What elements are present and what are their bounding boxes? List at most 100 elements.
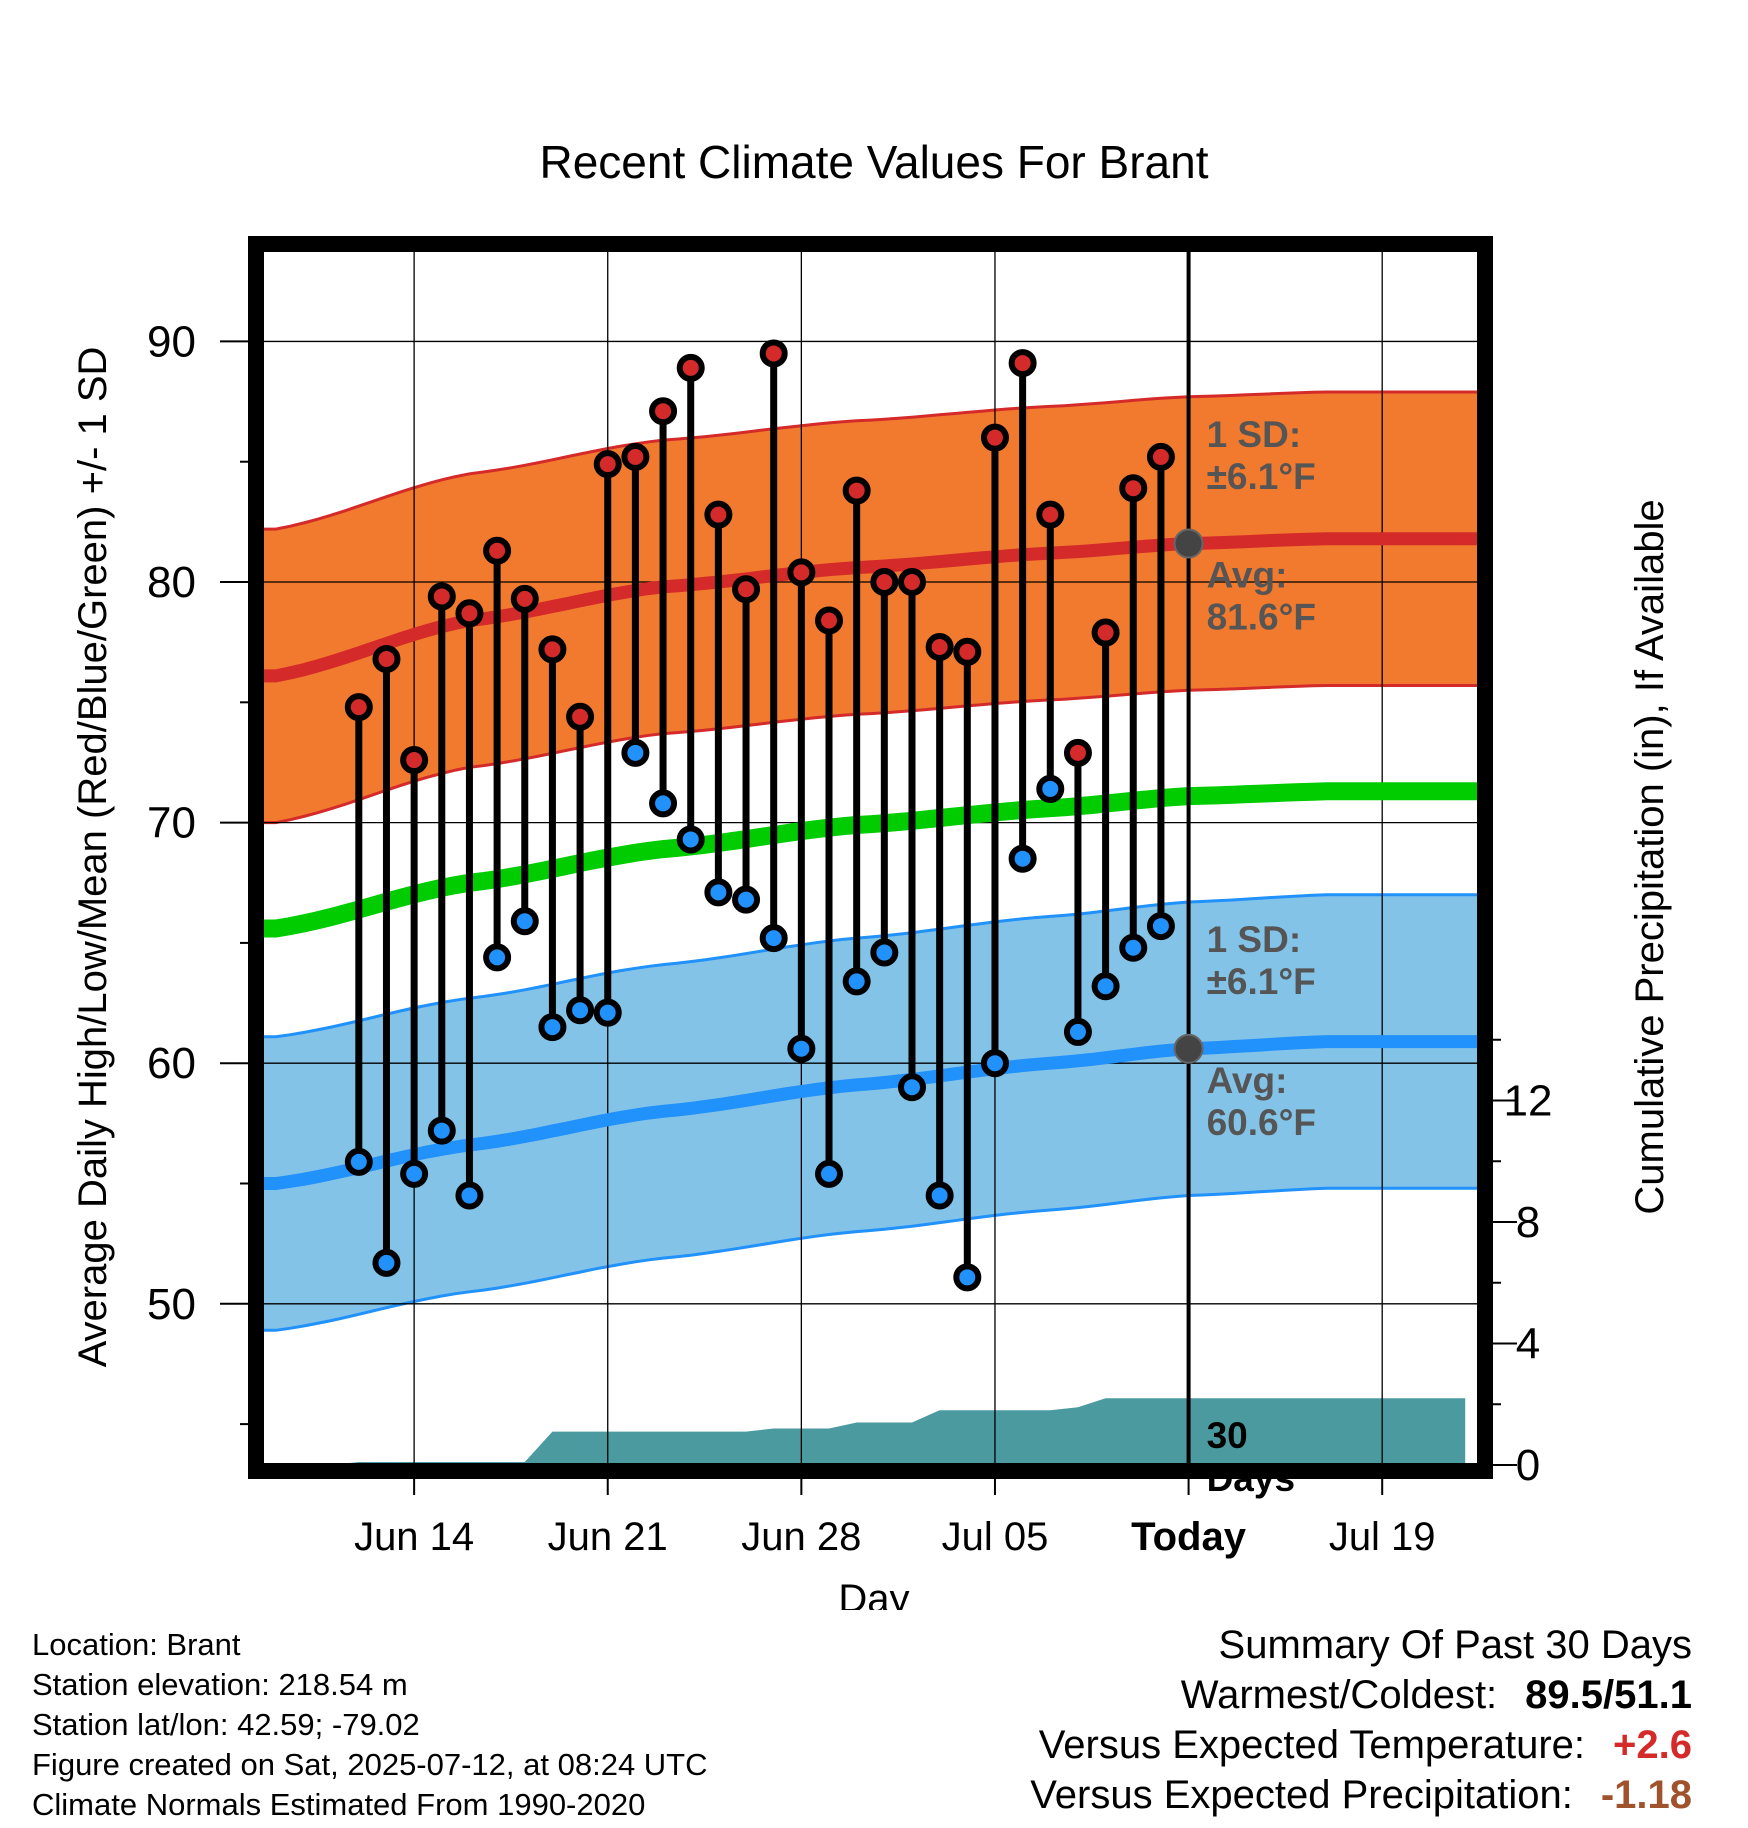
high-point-7 (510, 584, 539, 613)
x-tick-label-1: Jun 21 (548, 1515, 668, 1559)
high-avg-marker (1173, 528, 1204, 559)
low-avg-value: 60.6°F (1207, 1102, 1316, 1143)
low-point-4 (427, 1116, 456, 1145)
high-point-19 (842, 476, 871, 505)
temp-anomaly-row: Versus Expected Temperature: +2.6 (1030, 1720, 1692, 1770)
low-sd-label: 1 SD: (1207, 919, 1302, 960)
high-point-17 (787, 558, 816, 587)
high-sd-label: 1 SD: (1207, 414, 1302, 455)
high-point-14 (704, 500, 733, 529)
warmest-coldest-label: Warmest/Coldest: (1180, 1673, 1498, 1717)
high-point-8 (538, 635, 567, 664)
y2-tick-label-0: 0 (1516, 1441, 1540, 1490)
low-point-21 (897, 1073, 926, 1102)
high-point-6 (483, 536, 512, 565)
high-point-11 (621, 442, 650, 471)
low-point-15 (732, 885, 761, 914)
high-point-13 (676, 353, 705, 382)
high-point-21 (897, 568, 926, 597)
high-point-16 (759, 339, 788, 368)
low-point-24 (980, 1049, 1009, 1078)
y2-tick-label-8: 8 (1516, 1198, 1540, 1247)
low-point-1 (344, 1147, 373, 1176)
low-point-28 (1091, 972, 1120, 1001)
low-point-29 (1119, 933, 1148, 962)
latlon-text: Station lat/lon: 42.59; -79.02 (32, 1707, 420, 1742)
climate-chart: Recent Climate Values For Brant 1 SD:±6.… (71, 136, 1672, 1610)
high-point-5 (455, 599, 484, 628)
high-sd-upper-edge (262, 390, 1479, 531)
low-point-8 (538, 1013, 567, 1042)
y-axis-label: Average Daily High/Low/Mean (Red/Blue/Gr… (71, 347, 115, 1368)
y-tick-label-60: 60 (147, 1039, 196, 1088)
high-point-23 (953, 637, 982, 666)
x-tick-label-3: Jul 05 (942, 1515, 1049, 1559)
elevation-text: Station elevation: 218.54 m (32, 1667, 408, 1702)
low-sd-value: ±6.1°F (1207, 961, 1316, 1002)
low-sd-lower-edge (262, 1186, 1479, 1332)
high-point-26 (1036, 500, 1065, 529)
y2-tick-label-12: 12 (1504, 1077, 1553, 1126)
precip-anomaly-row: Versus Expected Precipitation: -1.18 (1030, 1770, 1692, 1820)
summary-title: Summary Of Past 30 Days (1218, 1623, 1692, 1667)
precip-anomaly-value: -1.18 (1600, 1773, 1692, 1817)
x-axis-label: Day (838, 1577, 909, 1610)
high-sd-lower-edge (262, 684, 1479, 825)
low-normal-line (262, 1035, 1479, 1190)
precip-days-number: 30 (1207, 1415, 1248, 1456)
low-point-20 (870, 938, 899, 967)
temp-anomaly-label: Versus Expected Temperature: (1038, 1723, 1586, 1767)
low-avg-label: Avg: (1207, 1060, 1288, 1101)
low-point-6 (483, 943, 512, 972)
high-point-10 (593, 450, 622, 479)
high-point-2 (372, 645, 401, 674)
low-point-10 (593, 998, 622, 1027)
high-point-27 (1063, 738, 1092, 767)
plot-frame (248, 236, 1493, 1479)
high-point-30 (1146, 442, 1175, 471)
low-point-17 (787, 1034, 816, 1063)
high-avg-value: 81.6°F (1207, 597, 1316, 638)
mean-normal-line (262, 782, 1479, 938)
low-point-3 (400, 1159, 429, 1188)
y-tick-label-50: 50 (147, 1280, 196, 1329)
y-tick-label-70: 70 (147, 799, 196, 848)
low-point-16 (759, 924, 788, 953)
low-point-7 (510, 907, 539, 936)
high-point-4 (427, 582, 456, 611)
high-point-1 (344, 693, 373, 722)
low-point-18 (815, 1159, 844, 1188)
x-tick-label-2: Jun 28 (741, 1515, 861, 1559)
high-point-25 (1008, 349, 1037, 378)
warmest-coldest-value: 89.5/51.1 (1525, 1673, 1692, 1717)
chart-title: Recent Climate Values For Brant (540, 136, 1209, 188)
low-point-27 (1063, 1017, 1092, 1046)
low-point-11 (621, 738, 650, 767)
precip-anomaly-label: Versus Expected Precipitation: (1030, 1773, 1573, 1817)
low-point-5 (455, 1181, 484, 1210)
low-avg-marker (1173, 1033, 1204, 1064)
x-tick-label-5: Jul 19 (1329, 1515, 1436, 1559)
location-text: Location: Brant (32, 1627, 241, 1662)
low-point-30 (1146, 912, 1175, 941)
high-point-22 (925, 632, 954, 661)
high-point-9 (566, 702, 595, 731)
station-info: Location: Brant Station elevation: 218.5… (32, 1625, 708, 1825)
high-point-15 (732, 575, 761, 604)
low-point-14 (704, 878, 733, 907)
high-point-12 (649, 397, 678, 426)
low-point-2 (372, 1248, 401, 1277)
high-avg-label: Avg: (1207, 555, 1288, 596)
high-point-28 (1091, 618, 1120, 647)
summary-panel: Summary Of Past 30 Days Warmest/Coldest:… (1030, 1620, 1692, 1820)
low-point-26 (1036, 774, 1065, 803)
low-point-22 (925, 1181, 954, 1210)
low-point-19 (842, 967, 871, 996)
normals-text: Climate Normals Estimated From 1990-2020 (32, 1787, 646, 1822)
y2-axis-label: Cumulative Precipitation (in), If Availa… (1628, 499, 1672, 1214)
x-tick-label-0: Jun 14 (354, 1515, 474, 1559)
high-point-20 (870, 568, 899, 597)
low-point-12 (649, 789, 678, 818)
low-sd-band (262, 894, 1479, 1331)
temp-anomaly-value: +2.6 (1613, 1723, 1692, 1767)
